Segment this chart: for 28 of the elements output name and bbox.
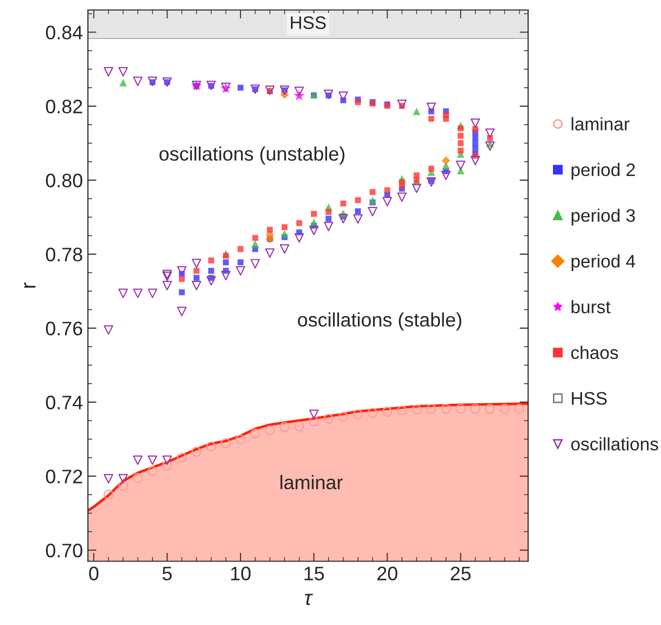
legend-label: period 2: [572, 162, 635, 180]
annotation: laminar: [280, 475, 343, 490]
x-tick-label: 15: [304, 566, 324, 580]
x-tick-label: 25: [450, 566, 471, 580]
legend-label: chaos: [571, 346, 618, 360]
y-axis-title: r: [24, 282, 36, 288]
x-tick-label: 5: [162, 566, 172, 580]
x-axis-title: τ: [304, 594, 313, 606]
x-tick-label: 10: [231, 566, 251, 580]
y-tick-label: 0.74: [46, 396, 82, 410]
x-tick-label: 0: [89, 566, 98, 580]
legend-label: oscillations: [571, 437, 658, 450]
y-tick-label: 0.84: [46, 26, 82, 40]
legend-label: period 4: [572, 254, 636, 272]
legend-label: HSS: [572, 392, 607, 405]
y-tick-label: 0.72: [46, 470, 82, 484]
legend-label: burst: [572, 300, 610, 314]
x-tick-label: 20: [377, 566, 398, 580]
legend-label: laminar: [572, 117, 630, 130]
band-label: HSS: [290, 16, 326, 30]
legend-label: period 3: [572, 208, 635, 226]
y-tick-label: 0.78: [46, 248, 82, 262]
y-tick-label: 0.76: [46, 322, 82, 336]
y-tick-label: 0.80: [46, 174, 82, 188]
annotation: oscillations (unstable): [159, 146, 344, 165]
y-tick-label: 0.82: [46, 100, 82, 114]
y-tick-label: 0.70: [46, 544, 82, 558]
annotation: oscillations (stable): [298, 312, 462, 331]
